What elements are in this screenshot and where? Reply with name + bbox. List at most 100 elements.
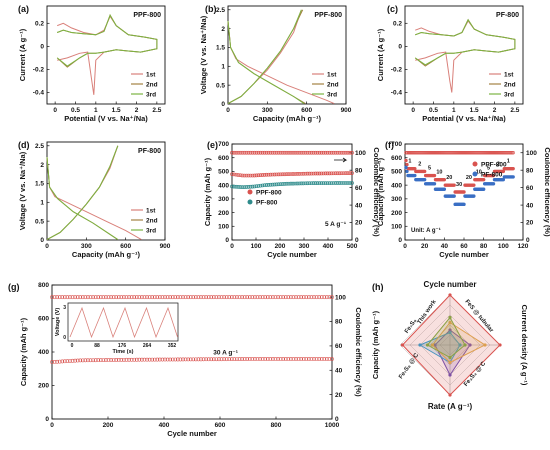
- data-point: [291, 357, 296, 361]
- series-1st: [227, 9, 302, 105]
- data-point: [258, 357, 262, 361]
- data-point: [178, 295, 183, 300]
- data-point: [175, 295, 180, 300]
- y-tick-label: 1: [40, 200, 44, 207]
- data-point: [335, 181, 340, 185]
- data-point: [309, 295, 314, 300]
- data-point: [150, 295, 155, 300]
- data-point: [312, 357, 316, 361]
- rate-label: 5: [428, 166, 431, 172]
- data-point: [93, 295, 98, 300]
- data-point: [173, 295, 178, 300]
- series-3rd: [46, 145, 119, 241]
- radar-point: [448, 355, 452, 360]
- data-point: [274, 182, 279, 187]
- data-point: [265, 295, 270, 300]
- radar-point: [448, 393, 452, 397]
- data-point: [271, 295, 275, 300]
- data-point: [240, 150, 245, 155]
- data-point: [262, 173, 267, 177]
- data-point: [283, 172, 287, 177]
- data-point: [331, 171, 336, 176]
- data-point: [96, 295, 101, 300]
- data-point: [60, 359, 65, 364]
- data-point: [186, 357, 191, 362]
- rate-label: 5: [487, 166, 490, 172]
- data-point: [303, 181, 308, 186]
- y2-tick-label: 80: [526, 167, 534, 174]
- data-point: [350, 150, 354, 155]
- panel-h: (h) Cycle number Current density (A g⁻¹) Ra…: [371, 280, 529, 411]
- data-point: [472, 183, 476, 187]
- data-point: [196, 295, 201, 300]
- data-point: [157, 295, 162, 300]
- inset-y-tick-label: 3: [63, 305, 66, 311]
- data-point: [339, 150, 344, 155]
- data-point: [333, 150, 338, 155]
- y2-tick-label: 60: [335, 343, 343, 350]
- data-point: [404, 158, 408, 163]
- data-point: [309, 171, 314, 176]
- data-point: [224, 295, 229, 300]
- data-point: [93, 358, 98, 363]
- y2-tick-label: 0: [526, 237, 530, 244]
- y-axis-label: Capacity (mAh g⁻¹): [19, 317, 28, 386]
- y-tick-label: 700: [391, 141, 402, 148]
- radar-point: [430, 343, 435, 347]
- x-tick-label: 0: [45, 243, 49, 250]
- data-point: [211, 295, 216, 300]
- data-point: [317, 357, 322, 361]
- data-point: [245, 295, 250, 300]
- data-point: [346, 150, 350, 155]
- data-point: [252, 184, 257, 189]
- data-point: [287, 172, 291, 176]
- data-point: [137, 295, 142, 300]
- data-point: [324, 295, 329, 300]
- data-point: [442, 187, 447, 191]
- data-point: [274, 150, 279, 155]
- y-tick-label: 0.5: [35, 218, 44, 225]
- data-point: [119, 295, 124, 300]
- data-point: [256, 184, 261, 188]
- data-point: [230, 172, 234, 177]
- x-tick-label: 2.5: [152, 107, 161, 114]
- data-point: [145, 295, 149, 300]
- data-point: [175, 357, 180, 362]
- data-point: [147, 357, 152, 362]
- data-point: [317, 295, 322, 300]
- data-point: [246, 150, 251, 155]
- data-point: [299, 295, 304, 300]
- data-point: [229, 295, 234, 300]
- data-point: [452, 183, 456, 187]
- legend-label: 3rd: [146, 228, 156, 235]
- y-tick-label: 200: [38, 383, 49, 390]
- y-tick-label: 800: [38, 282, 49, 289]
- data-point: [183, 295, 188, 300]
- data-point: [106, 358, 111, 362]
- data-point: [55, 295, 60, 300]
- data-point: [299, 171, 304, 176]
- data-point: [209, 357, 214, 362]
- data-point: [301, 171, 306, 176]
- y-tick-label: 400: [391, 182, 402, 189]
- series-1st: [415, 20, 516, 93]
- data-point: [62, 359, 67, 364]
- data-point: [206, 295, 211, 300]
- data-point: [330, 295, 334, 300]
- rate-label: 10: [436, 170, 442, 176]
- data-point: [127, 295, 131, 300]
- legend-label: 2nd: [327, 82, 339, 89]
- data-point: [283, 182, 287, 186]
- data-point: [404, 165, 408, 170]
- data-point: [232, 184, 236, 189]
- data-point: [193, 357, 198, 362]
- x-axis-label: Potential (V vs. Na⁺/Na): [422, 114, 506, 123]
- panel-label: (d): [18, 140, 30, 150]
- data-point: [124, 357, 129, 362]
- data-point: [342, 150, 346, 155]
- x-tick-label: 900: [160, 243, 171, 250]
- data-point: [204, 295, 209, 300]
- data-point: [307, 171, 312, 176]
- data-point: [152, 295, 157, 300]
- data-point: [296, 295, 301, 300]
